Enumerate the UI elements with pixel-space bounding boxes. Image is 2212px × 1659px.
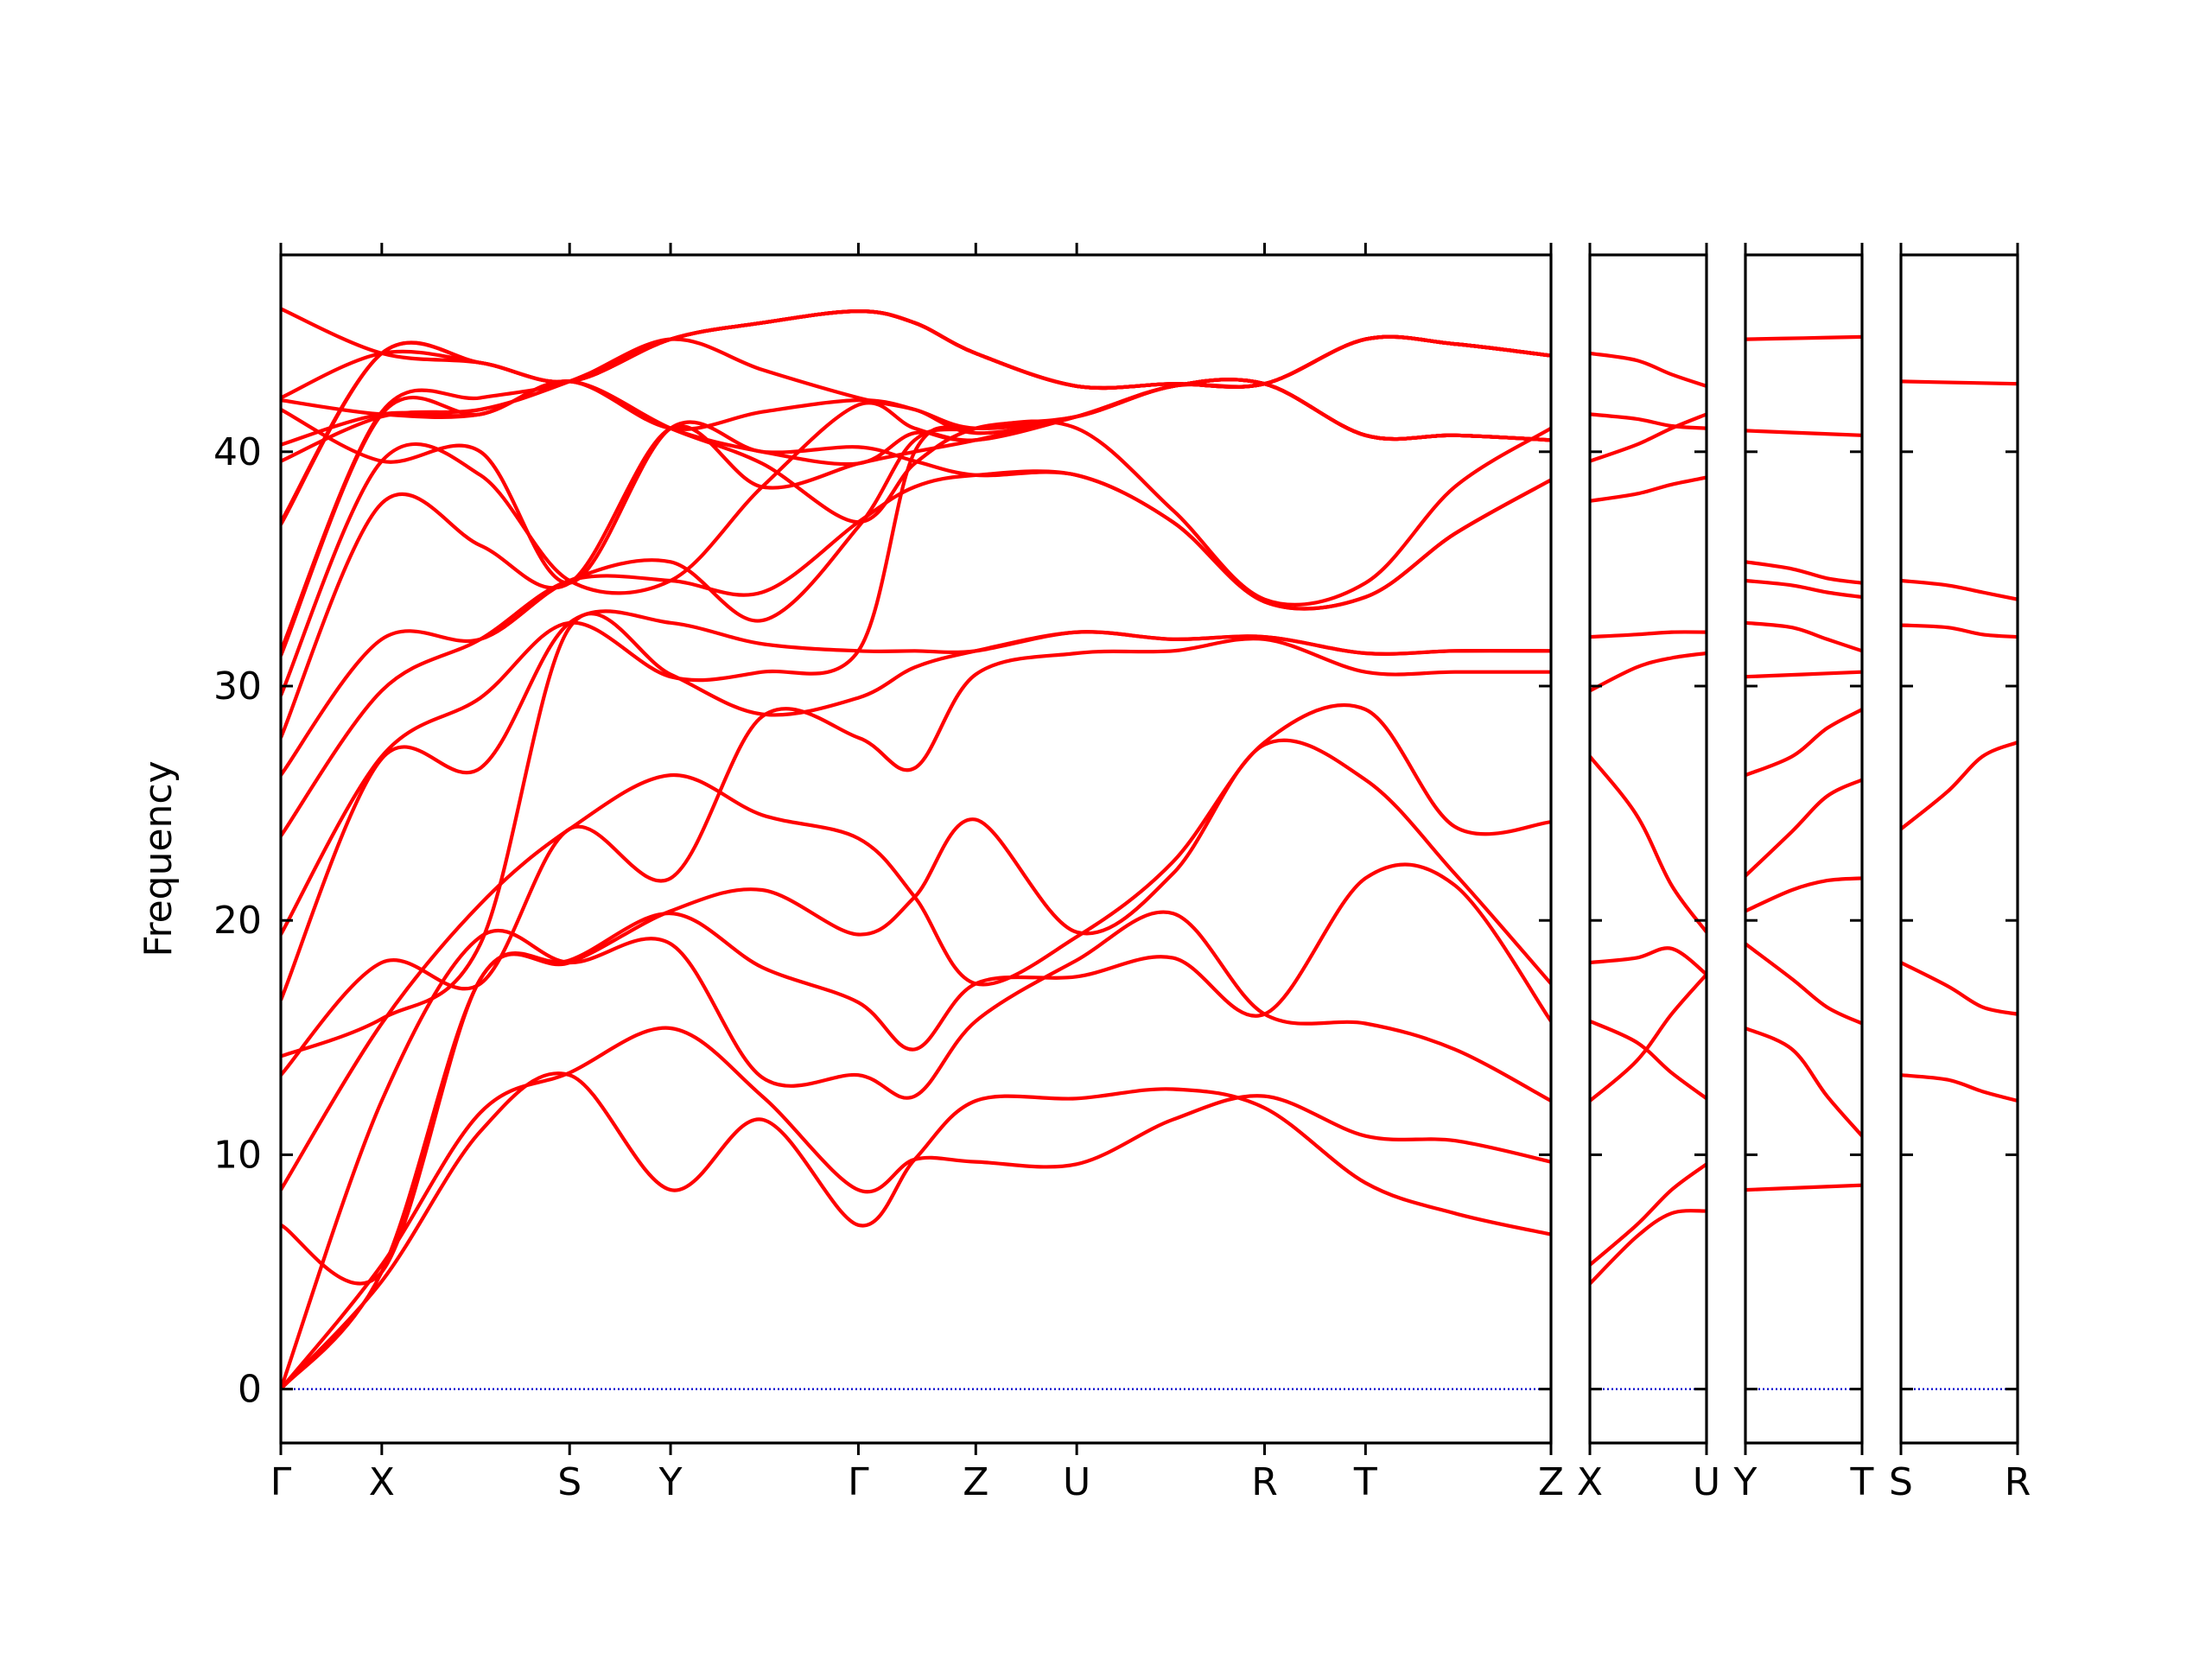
x-tick-label: Γ — [848, 1460, 869, 1504]
band-line-14 — [281, 378, 1551, 696]
band-line-3 — [1745, 942, 1862, 1026]
y-tick-label: 10 — [213, 1133, 262, 1177]
band-line-22 — [281, 378, 1551, 467]
band-line-12 — [1745, 334, 1862, 341]
y-tick-label: 0 — [238, 1368, 262, 1412]
band-line-6 — [281, 702, 1551, 1192]
x-tick-label: U — [1063, 1460, 1090, 1504]
band-line-3 — [1590, 973, 1707, 1103]
band-line-1 — [1745, 1183, 1862, 1192]
band-line-3 — [281, 910, 1551, 1390]
band-line-8 — [1745, 620, 1862, 653]
band-line-11 — [1745, 429, 1862, 437]
bands-group — [1745, 334, 1862, 1390]
band-line-2 — [1745, 1027, 1862, 1138]
band-line-5 — [1590, 946, 1707, 976]
band-line-2 — [1901, 961, 2018, 1016]
x-tick-label: X — [369, 1460, 395, 1504]
band-line-4 — [1901, 623, 2018, 639]
x-tick-label: T — [1353, 1460, 1377, 1504]
band-line-2 — [1590, 1162, 1707, 1267]
x-tick-label: Z — [1538, 1460, 1564, 1504]
panel-frame — [1588, 253, 1708, 1445]
band-line-21 — [281, 408, 1551, 611]
y-tick-label: 30 — [213, 664, 262, 709]
x-tick-label: Y — [658, 1460, 683, 1504]
band-line-12 — [1590, 351, 1707, 388]
x-tick-label: S — [557, 1460, 582, 1504]
band-line-9 — [281, 609, 1551, 1001]
band-line-7 — [1590, 651, 1707, 693]
y-tick-label: 20 — [213, 899, 262, 943]
x-tick-label: X — [1577, 1460, 1603, 1504]
panel-frame — [279, 253, 1553, 1445]
band-line-12 — [281, 378, 1551, 777]
x-tick-label: R — [2005, 1460, 2031, 1504]
band-line-6 — [1590, 755, 1707, 934]
band-line-8 — [1590, 630, 1707, 639]
band-line-10 — [1590, 412, 1707, 463]
band-line-5 — [1901, 578, 2018, 601]
band-line-4 — [1745, 876, 1862, 913]
x-tick-label: Γ — [270, 1460, 292, 1504]
x-tick-label: R — [1251, 1460, 1278, 1504]
band-line-1 — [1590, 1209, 1707, 1286]
x-tick-label: Z — [963, 1460, 988, 1504]
x-tick-label: S — [1889, 1460, 1913, 1504]
band-line-15 — [281, 378, 1551, 657]
y-axis-title: Frequency — [137, 760, 181, 957]
band-line-16 — [281, 334, 1551, 652]
x-tick-label: U — [1693, 1460, 1720, 1504]
y-tick-label: 40 — [213, 430, 262, 474]
band-line-2 — [281, 1026, 1551, 1390]
band-line-9 — [1745, 578, 1862, 600]
band-line-1 — [281, 1071, 1551, 1391]
band-line-17 — [281, 309, 1551, 525]
x-tick-label: T — [1850, 1460, 1874, 1504]
band-line-7 — [281, 637, 1551, 1077]
panel-frame — [1744, 253, 1864, 1445]
band-line-24 — [281, 307, 1551, 391]
band-line-4 — [1590, 1019, 1707, 1100]
bands-group — [1901, 379, 2018, 1390]
band-line-5 — [281, 738, 1551, 1286]
panel-frame — [1899, 253, 2019, 1445]
band-line-8 — [281, 612, 1551, 1058]
panel-1: Γ X S Y Γ Z U R T Z 0 10 20 30 40 — [213, 243, 1564, 1504]
bands-group — [281, 307, 1551, 1391]
band-line-11 — [1590, 412, 1707, 430]
x-tick-label: Y — [1733, 1460, 1758, 1504]
band-line-10 — [281, 419, 1551, 936]
band-line-5 — [1745, 778, 1862, 878]
band-line-9 — [1590, 475, 1707, 503]
band-line-3 — [1901, 741, 2018, 831]
band-line-10 — [1745, 560, 1862, 585]
band-line-6 — [1901, 379, 2018, 386]
band-line-7 — [1745, 670, 1862, 679]
band-line-1 — [1901, 1073, 2018, 1103]
band-line-6 — [1745, 708, 1862, 778]
bands-group — [1590, 351, 1707, 1390]
